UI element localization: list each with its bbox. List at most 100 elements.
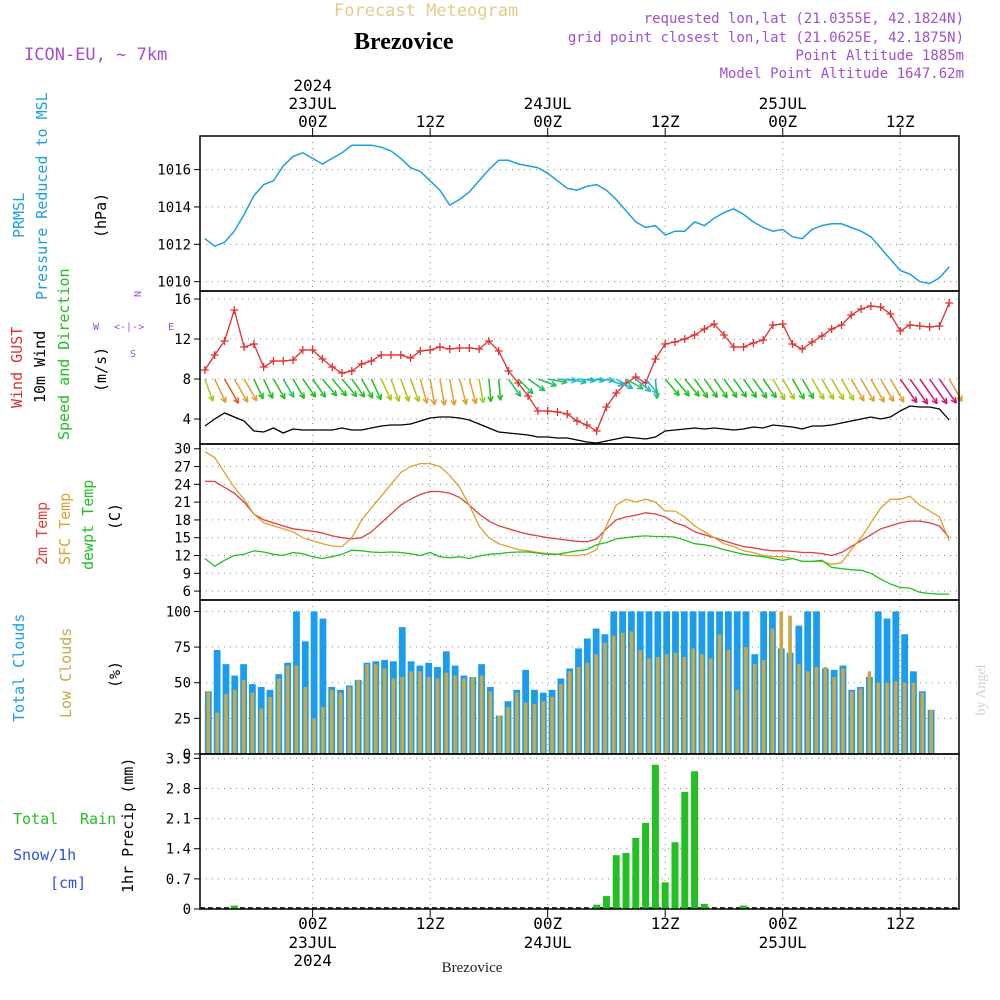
x-tick-date: 24JUL — [524, 933, 572, 952]
wind-arrow-shaft — [938, 378, 957, 404]
y-tick-label: 50 — [174, 676, 191, 692]
wind-arrow — [214, 378, 227, 404]
wind-arrow-shaft — [204, 378, 214, 402]
wind-arrow — [653, 378, 660, 400]
bar-low-clouds — [611, 635, 616, 754]
wind-arrow — [889, 378, 905, 403]
wind-arrow-head — [931, 397, 938, 405]
bar-low-clouds — [920, 692, 925, 754]
label-cm: [cm] — [50, 874, 86, 892]
gust-marker — [455, 344, 464, 352]
gust-marker — [739, 343, 748, 351]
gust-marker — [435, 343, 444, 351]
wind-arrow — [370, 378, 382, 401]
wind-arrow — [537, 378, 557, 388]
wind-arrow-head — [386, 394, 392, 401]
requested-coords: requested lon,lat (21.0355E, 42.1824N) — [644, 11, 964, 27]
ylabel-percent: (%) — [106, 661, 124, 688]
wind-arrow — [831, 378, 845, 401]
y-tick-label: 75 — [174, 640, 191, 656]
wind-arrow — [880, 378, 895, 403]
wind-arrow-head — [711, 391, 719, 399]
series-line-prmsl — [204, 144, 950, 285]
wind-arrow-head — [538, 385, 546, 392]
wind-arrow-head — [921, 397, 929, 405]
bar-low-clouds — [717, 634, 722, 754]
bar-low-clouds — [259, 708, 264, 754]
wind-arrow — [713, 378, 729, 399]
wind-arrow-head — [319, 391, 327, 398]
bar-low-clouds — [329, 689, 334, 754]
bar-low-clouds — [541, 701, 546, 754]
bar-low-clouds — [832, 677, 836, 754]
wind-arrow-shaft — [811, 378, 825, 400]
y-tick-label: 0 — [183, 902, 191, 918]
bar-low-clouds — [858, 688, 863, 754]
bar-low-clouds — [700, 654, 704, 754]
wind-arrow-head — [279, 392, 286, 400]
y-tick-label: 2.8 — [166, 781, 191, 797]
y-tick-label: 30 — [174, 442, 191, 458]
wind-arrow-head — [414, 395, 421, 403]
label-low-clouds: Low Clouds — [57, 628, 75, 718]
wind-arrow-head — [721, 391, 729, 399]
label-total: Total — [13, 810, 58, 828]
wind-arrow-head — [487, 395, 494, 403]
wind-arrow-shaft — [507, 378, 522, 397]
gust-marker — [504, 367, 513, 375]
bar-total-clouds — [733, 611, 741, 754]
panel-1: 1010 1012 1014 1016 — [157, 136, 959, 291]
wind-arrow — [233, 378, 249, 403]
wind-arrow — [929, 378, 948, 405]
wind-arrow-head — [309, 391, 317, 398]
x-year-bottom: 2024 — [293, 951, 332, 970]
wind-arrow-shaft — [547, 378, 568, 384]
wind-arrow — [517, 378, 534, 395]
wind-arrow-shaft — [782, 378, 796, 400]
bar-low-clouds — [585, 662, 590, 754]
label-snow: Snow/1h — [13, 846, 76, 864]
bar-low-clouds — [488, 691, 493, 754]
wind-arrow-shaft — [409, 378, 420, 403]
wind-arrow-shaft — [253, 378, 264, 400]
wind-arrow-shaft — [889, 378, 905, 403]
wind-arrow-shaft — [478, 378, 485, 404]
wind-arrow-shaft — [439, 378, 446, 406]
gust-marker — [514, 379, 523, 387]
series-line-wind — [204, 405, 950, 444]
bar-low-clouds — [426, 677, 431, 754]
gust-marker — [269, 357, 278, 365]
bar-precip — [593, 904, 601, 909]
gust-marker — [230, 306, 239, 314]
bar-low-clouds — [532, 704, 537, 754]
y-tick-label: 1014 — [157, 200, 191, 216]
ylabel-hpa: (hPa) — [92, 193, 110, 238]
closest-coords: grid point closest lon,lat (21.0625E, 42… — [568, 30, 964, 46]
x-tick-date: 23JUL — [289, 933, 337, 952]
panel-frame-3 — [199, 443, 960, 601]
label-prmsl: PRMSL — [10, 193, 28, 238]
x-tick-hour: 12Z — [886, 112, 915, 131]
model-altitude: Model Point Altitude 1647.62m — [720, 66, 964, 82]
bar-low-clouds — [814, 667, 819, 754]
gust-marker — [876, 303, 885, 311]
gust-marker — [573, 417, 582, 425]
gust-marker — [298, 346, 307, 354]
bar-low-clouds — [338, 692, 343, 754]
gust-marker — [386, 351, 395, 359]
x-tick-date: 25JUL — [759, 94, 807, 113]
wind-arrow-head — [740, 391, 748, 398]
wind-arrow-head — [471, 397, 478, 405]
gust-marker — [827, 325, 836, 333]
y-tick-label: 21 — [174, 495, 191, 511]
wind-arrow-head — [242, 396, 249, 403]
wind-arrow-shaft — [791, 378, 805, 400]
gust-marker — [377, 351, 386, 359]
wind-arrow-shaft — [400, 378, 410, 402]
gust-marker — [778, 320, 787, 328]
y-tick-label: 1012 — [157, 237, 191, 253]
wind-arrow-head — [888, 395, 895, 403]
y-tick-label: 16 — [174, 292, 191, 308]
wind-arrow-head — [298, 392, 306, 400]
x-tick-hour: 12Z — [416, 112, 445, 131]
